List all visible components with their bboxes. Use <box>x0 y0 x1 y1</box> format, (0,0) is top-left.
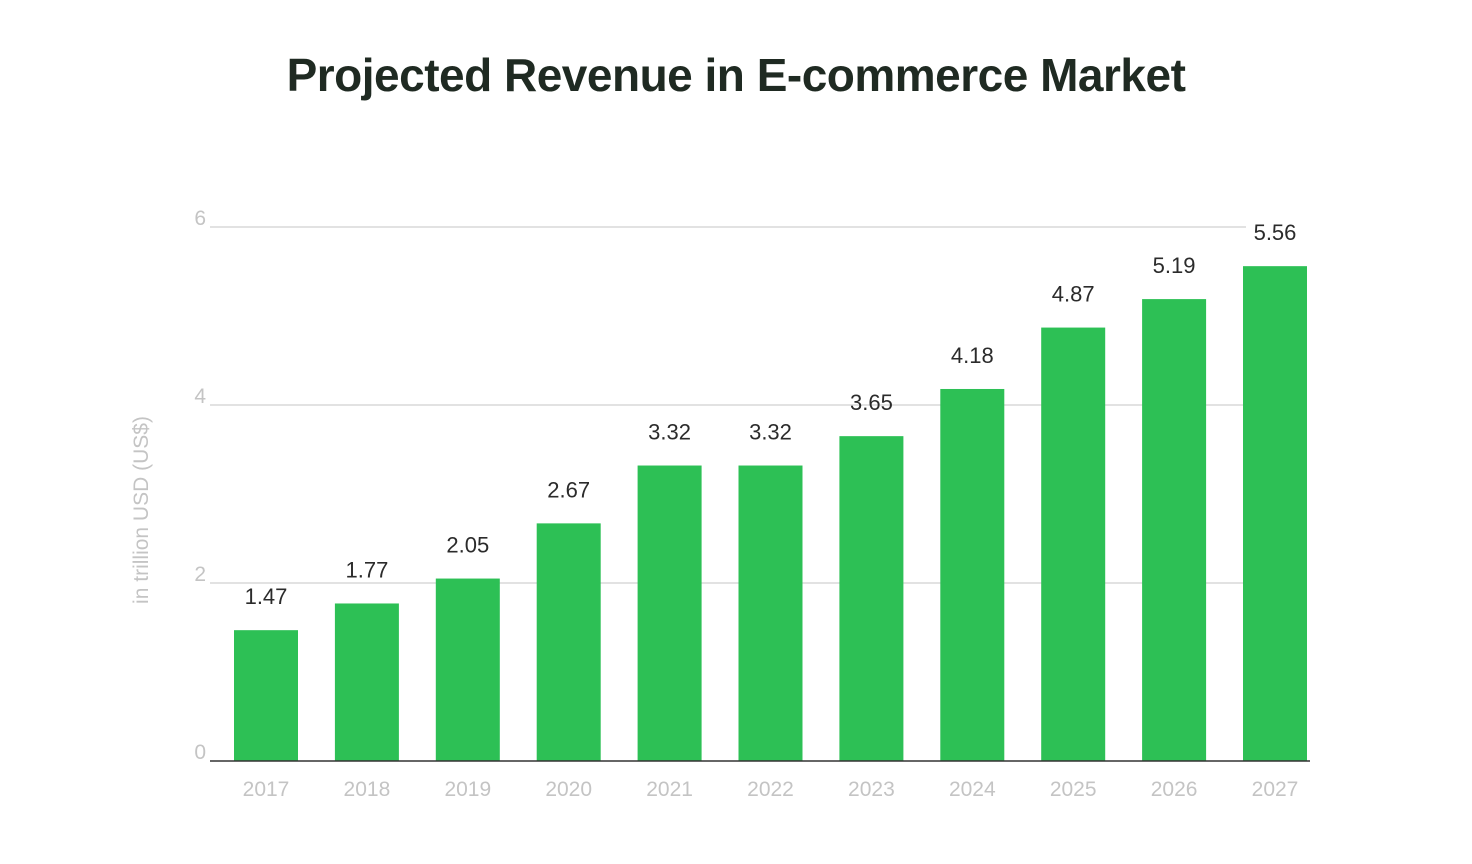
x-tick-label: 2025 <box>1050 778 1097 801</box>
bar <box>435 578 500 761</box>
x-tick-label: 2023 <box>848 778 895 801</box>
y-tick-label: 2 <box>194 563 206 586</box>
bar-value-label: 1.47 <box>245 584 288 609</box>
bar-value-label: 4.87 <box>1052 282 1095 307</box>
bar-value-label: 2.67 <box>547 477 590 502</box>
x-tick-label: 2020 <box>545 778 592 801</box>
x-tick-label: 2017 <box>243 778 290 801</box>
bar <box>1041 327 1106 761</box>
y-axis-ticks: 0 2 4 6 <box>194 207 206 764</box>
bar <box>738 465 803 761</box>
bar <box>1243 266 1307 761</box>
x-tick-label: 2021 <box>646 778 693 801</box>
x-tick-label: 2019 <box>444 778 491 801</box>
bar-value-label: 3.32 <box>648 420 691 445</box>
bar <box>536 523 601 761</box>
x-tick-label: 2026 <box>1151 778 1198 801</box>
y-axis-title: in trillion USD (US$) <box>130 416 153 604</box>
bars <box>234 266 1307 761</box>
y-tick-label: 0 <box>194 741 206 764</box>
bar-value-label: 5.56 <box>1254 220 1297 245</box>
bar-value-label: 3.65 <box>850 390 893 415</box>
bar <box>637 465 702 761</box>
x-tick-label: 2018 <box>344 778 391 801</box>
bar <box>234 630 298 761</box>
bar <box>839 436 904 761</box>
bar-value-label: 4.18 <box>951 343 994 368</box>
y-tick-label: 4 <box>194 385 206 408</box>
bar-value-label: 3.32 <box>749 420 792 445</box>
x-axis-ticks: 2017 2018 2019 2020 2021 2022 2023 2024 2025 2026… <box>243 778 1299 801</box>
bar <box>334 603 399 761</box>
x-tick-label: 2022 <box>747 778 794 801</box>
bar-value-labels: 1.47 1.77 2.05 2.67 3.32 3.32 3.65 4.18 4.87 5.19… <box>245 220 1297 609</box>
chart-title: Projected Revenue in E-commerce Market <box>286 49 1186 101</box>
x-tick-label: 2024 <box>949 778 996 801</box>
x-tick-label: 2027 <box>1252 778 1299 801</box>
y-tick-label: 6 <box>194 207 206 230</box>
bar-value-label: 2.05 <box>446 533 489 558</box>
bar <box>1142 299 1207 761</box>
bar-value-label: 5.19 <box>1153 253 1196 278</box>
bar <box>940 388 1005 761</box>
bar-value-label: 1.77 <box>345 557 388 582</box>
